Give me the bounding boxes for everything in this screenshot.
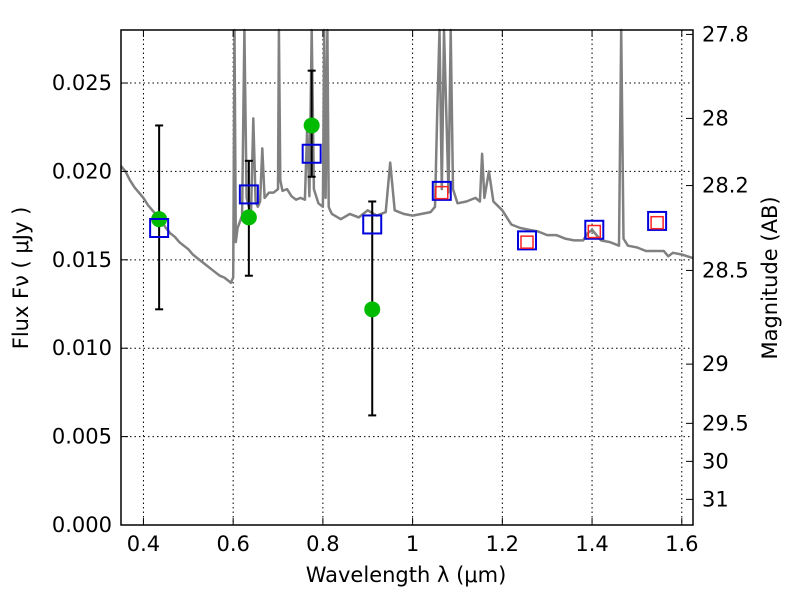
model-point-inner [587,224,602,239]
y-tick-label: 0.000 [52,513,112,537]
observed-point [364,301,381,318]
y-right-tick-label: 31 [702,487,729,511]
x-tick-label: 1.4 [575,532,608,556]
errorbar-series [155,69,377,417]
model-point [149,218,170,238]
model-point [238,184,259,205]
x-tick-label: 1 [406,532,419,556]
grid [121,30,693,526]
y-right-tick-label: 28.5 [702,258,749,282]
model-point [517,230,538,251]
model-point [647,210,668,231]
model-point-inner [650,215,664,230]
y-tick-label: 0.025 [52,71,112,95]
y-tick-label: 0.020 [52,159,112,183]
y-tick-label: 0.010 [52,336,112,360]
model-point-inner [520,235,534,249]
model-flux-series [149,143,668,251]
y-right-tick-label: 29.5 [702,411,749,435]
y-tick-label: 0.015 [52,248,112,272]
model-point-inner [435,185,449,200]
observed-point [303,117,320,134]
x-axis-title: Wavelength λ (μm) [306,563,507,587]
spectrum-series [120,28,694,285]
model-point [584,219,605,240]
y-right-axis-title: Magnitude (AB) [758,196,782,359]
x-tick-label: 0.6 [216,532,249,556]
y-tick-label: 0.005 [52,425,112,449]
tick-labels: 0.4 0.6 0.8 1 1.2 1.4 1.6 0.000 0.005 0.010 0.015 0… [52,22,749,556]
plot-frame [120,29,694,526]
observed-point [240,209,257,226]
axes [120,29,694,526]
y-right-tick-label: 27.8 [702,22,749,46]
x-tick-label: 1.6 [665,532,698,556]
x-tick-label: 1.2 [486,532,519,556]
spectrum-line [120,28,694,285]
y-right-tick-label: 28.2 [702,174,749,198]
x-tick-label: 0.8 [306,532,339,556]
model-point [362,214,383,235]
y-right-tick-label: 29 [702,352,729,376]
observed-flux-series [151,117,381,318]
x-tick-label: 0.4 [127,532,160,556]
y-right-tick-label: 30 [702,449,729,473]
y-right-tick-label: 28 [702,106,729,130]
model-point [301,143,322,164]
y-axis-title: Flux Fν ( μJy ) [9,207,33,350]
model-point [431,180,452,201]
